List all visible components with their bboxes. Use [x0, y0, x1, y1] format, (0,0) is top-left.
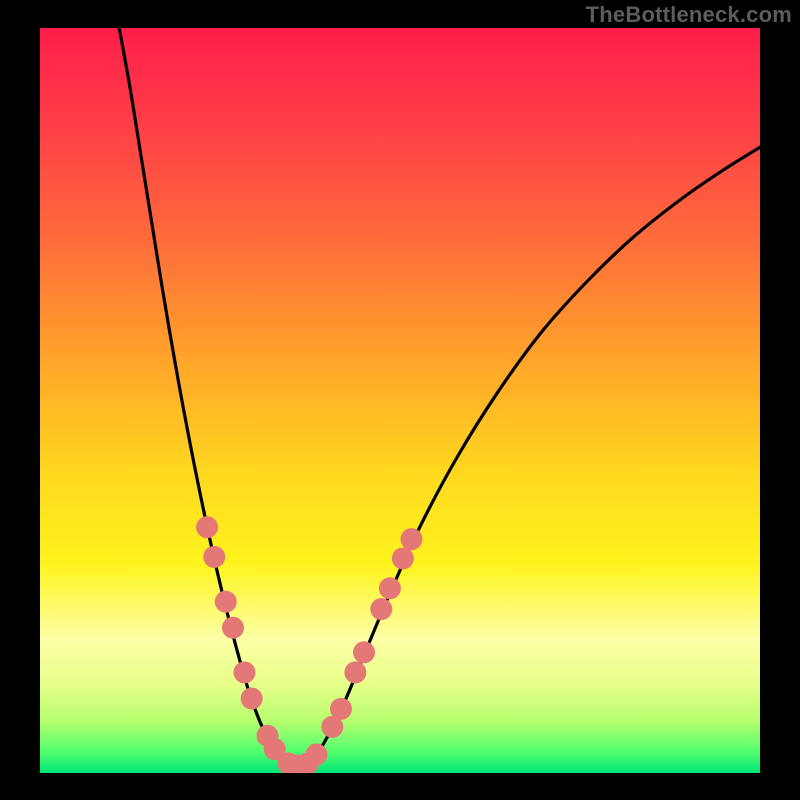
- data-marker: [401, 528, 423, 550]
- data-marker: [215, 591, 237, 613]
- data-marker: [353, 641, 375, 663]
- chart-background-gradient: [40, 28, 760, 773]
- data-marker: [379, 577, 401, 599]
- watermark-text: TheBottleneck.com: [586, 2, 792, 28]
- data-marker: [370, 598, 392, 620]
- data-marker: [222, 617, 244, 639]
- bottleneck-chart: [0, 0, 800, 800]
- data-marker: [392, 547, 414, 569]
- data-marker: [203, 546, 225, 568]
- data-marker: [305, 743, 327, 765]
- chart-container: TheBottleneck.com: [0, 0, 800, 800]
- data-marker: [330, 698, 352, 720]
- data-marker: [196, 516, 218, 538]
- data-marker: [233, 661, 255, 683]
- data-marker: [241, 688, 263, 710]
- data-marker: [344, 661, 366, 683]
